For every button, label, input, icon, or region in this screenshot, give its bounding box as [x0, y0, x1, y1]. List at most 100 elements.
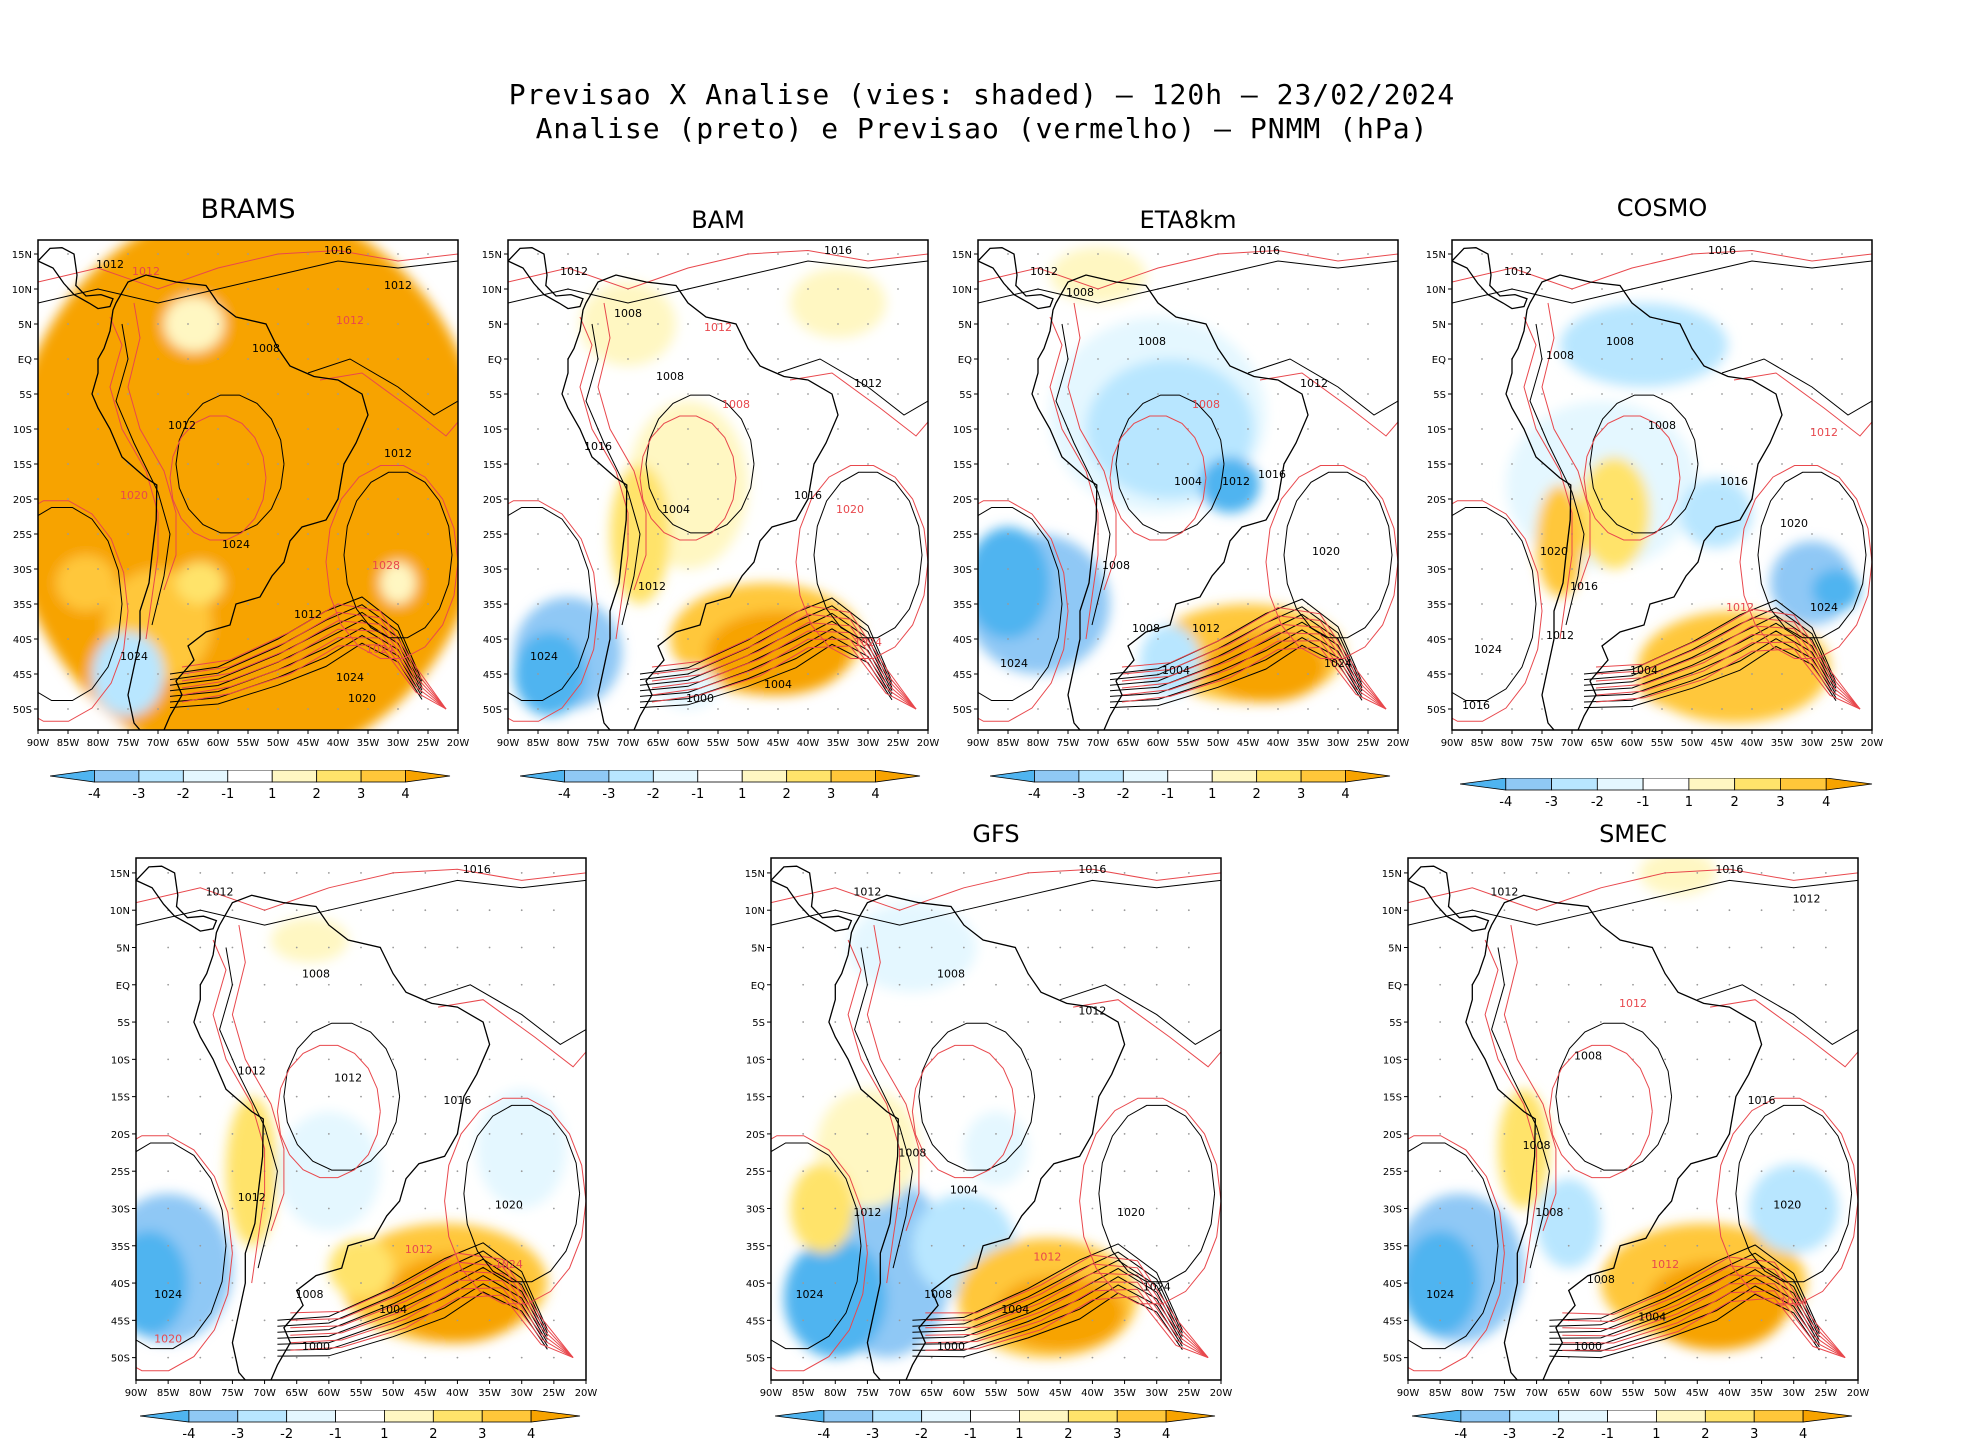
- y-tick-label: 30S: [13, 565, 32, 576]
- x-tick-label: 90W: [125, 1388, 148, 1399]
- colorbar-label: -4: [558, 787, 571, 802]
- x-tick-label: 60W: [1147, 738, 1170, 749]
- analysis-isobar: [307, 358, 458, 416]
- bias-region: [226, 1096, 278, 1246]
- isobar-label: 1004: [1174, 475, 1202, 488]
- isobar-label: 1020: [154, 1333, 182, 1346]
- map-svg: 1012 1016 1008 1012 1008 1008 1012 1016 1016 1020…: [482, 239, 939, 749]
- analysis-isobar: [1721, 358, 1872, 416]
- colorbar-swatch: [237, 1409, 288, 1423]
- isobars: [978, 249, 1398, 722]
- colorbar-swatch: [1509, 1409, 1560, 1423]
- y-tick-label: 45S: [483, 670, 502, 681]
- isobar-label: 1020: [1540, 545, 1568, 558]
- colorbar-label: -1: [1637, 795, 1650, 810]
- x-tick-label: 35W: [1771, 738, 1794, 749]
- x-tick-label: 20W: [575, 1388, 598, 1399]
- forecast-isobar: [925, 1263, 1209, 1358]
- isobar-label: 1008: [1132, 622, 1160, 635]
- isobar-label: 1012: [238, 1064, 266, 1077]
- y-tick-label: 15N: [745, 869, 765, 880]
- y-tick-label: 35S: [746, 1242, 765, 1253]
- isobar-label: 1012: [638, 580, 666, 593]
- x-tick-label: 45W: [1049, 1388, 1072, 1399]
- x-tick-label: 60W: [953, 1388, 976, 1399]
- y-tick-label: 10N: [110, 906, 130, 917]
- forecast-isobar: [597, 302, 647, 591]
- y-tick-label: 35S: [953, 600, 972, 611]
- colorbar-bam: -4 -3 -2 -1 1 2 3 4: [519, 769, 930, 814]
- y-tick-label: 35S: [483, 600, 502, 611]
- analysis-isobar: [508, 260, 928, 304]
- bias-shading: [783, 902, 1138, 1358]
- y-tick-label: 10N: [745, 906, 765, 917]
- x-tick-label: 45W: [1237, 738, 1260, 749]
- y-tick-label: 5N: [1432, 320, 1446, 331]
- bias-region: [978, 527, 1050, 639]
- colorbar-swatch: [1459, 777, 1507, 791]
- x-tick-label: 25W: [1178, 1388, 1201, 1399]
- isobars: [771, 868, 1221, 1372]
- isobar-label: 1004: [1001, 1303, 1029, 1316]
- forecast-isobar: [651, 638, 917, 710]
- colorbar-swatch: [405, 769, 451, 783]
- forecast-isobar: [651, 630, 917, 710]
- analysis-isobar: [1555, 1022, 1673, 1171]
- colorbar-swatch: [1558, 1409, 1608, 1423]
- x-tick-label: 30W: [510, 1388, 533, 1399]
- isobar-label: 1008: [1606, 335, 1634, 348]
- forecast-isobar: [1259, 372, 1398, 437]
- y-tick-label: 25S: [953, 530, 972, 541]
- analysis-isobar: [1583, 630, 1837, 697]
- isobar-label: 1012: [384, 279, 412, 292]
- y-tick-label: 20S: [483, 495, 502, 506]
- y-tick-label: 10S: [953, 425, 972, 436]
- isobar-label: 1008: [722, 398, 750, 411]
- forecast-isobar: [1121, 646, 1387, 710]
- isobar-label: 1012: [560, 265, 588, 278]
- colorbar-label: 3: [478, 1427, 486, 1442]
- y-tick-label: 10S: [13, 425, 32, 436]
- x-tick-label: 45W: [1711, 738, 1734, 749]
- forecast-isobar: [1562, 1290, 1846, 1359]
- y-tick-label: 40S: [111, 1279, 130, 1290]
- forecast-isobar: [325, 465, 458, 659]
- y-tick-label: 15S: [953, 460, 972, 471]
- x-tick-label: 25W: [1815, 1388, 1838, 1399]
- isobar-label: 1020: [348, 692, 376, 705]
- bias-region: [783, 1238, 887, 1358]
- isobar-label: 1016: [1715, 863, 1743, 876]
- analysis-isobar: [1109, 621, 1363, 692]
- colorbar-swatch: [1300, 769, 1346, 783]
- colorbar-swatch: [1825, 777, 1873, 791]
- bias-region: [328, 1238, 394, 1298]
- isobar-label: 1012: [168, 419, 196, 432]
- colorbar-label: 2: [313, 787, 321, 802]
- bias-region: [1639, 858, 1717, 896]
- x-tick-label: 80W: [189, 1388, 212, 1399]
- isobar-label: 1004: [1162, 664, 1190, 677]
- colorbar-svg: -4 -3 -2 -1 1 2 3 4: [1459, 777, 1873, 810]
- map-svg: 1012 1016 1008 1008 1008 1016 1020 1020 1016 1012…: [1426, 239, 1883, 749]
- analysis-isobar: [1589, 394, 1699, 534]
- y-tick-label: 10N: [1426, 285, 1446, 296]
- forecast-isobar: [1408, 868, 1858, 911]
- y-tick-label: 10S: [1383, 1055, 1402, 1066]
- colorbar-swatch: [1551, 777, 1598, 791]
- isobar-label: 1004: [379, 1303, 407, 1316]
- x-tick-label: 70W: [1561, 738, 1584, 749]
- forecast-isobar: [1548, 1044, 1653, 1179]
- forecast-isobar: [1503, 925, 1557, 1232]
- x-tick-label: 85W: [527, 738, 550, 749]
- forecast-isobar: [1121, 606, 1387, 710]
- isobars: [508, 249, 928, 722]
- forecast-isobar: [1583, 415, 1681, 541]
- y-tick-label: 15S: [483, 460, 502, 471]
- x-tick-label: 50W: [1017, 1388, 1040, 1399]
- isobar-label: 1016: [824, 244, 852, 257]
- forecast-isobar: [925, 1288, 1209, 1359]
- x-tick-label: 75W: [221, 1388, 244, 1399]
- y-tick-label: 30S: [111, 1204, 130, 1215]
- isobar-label: 1008: [937, 967, 965, 980]
- y-tick-label: 40S: [953, 635, 972, 646]
